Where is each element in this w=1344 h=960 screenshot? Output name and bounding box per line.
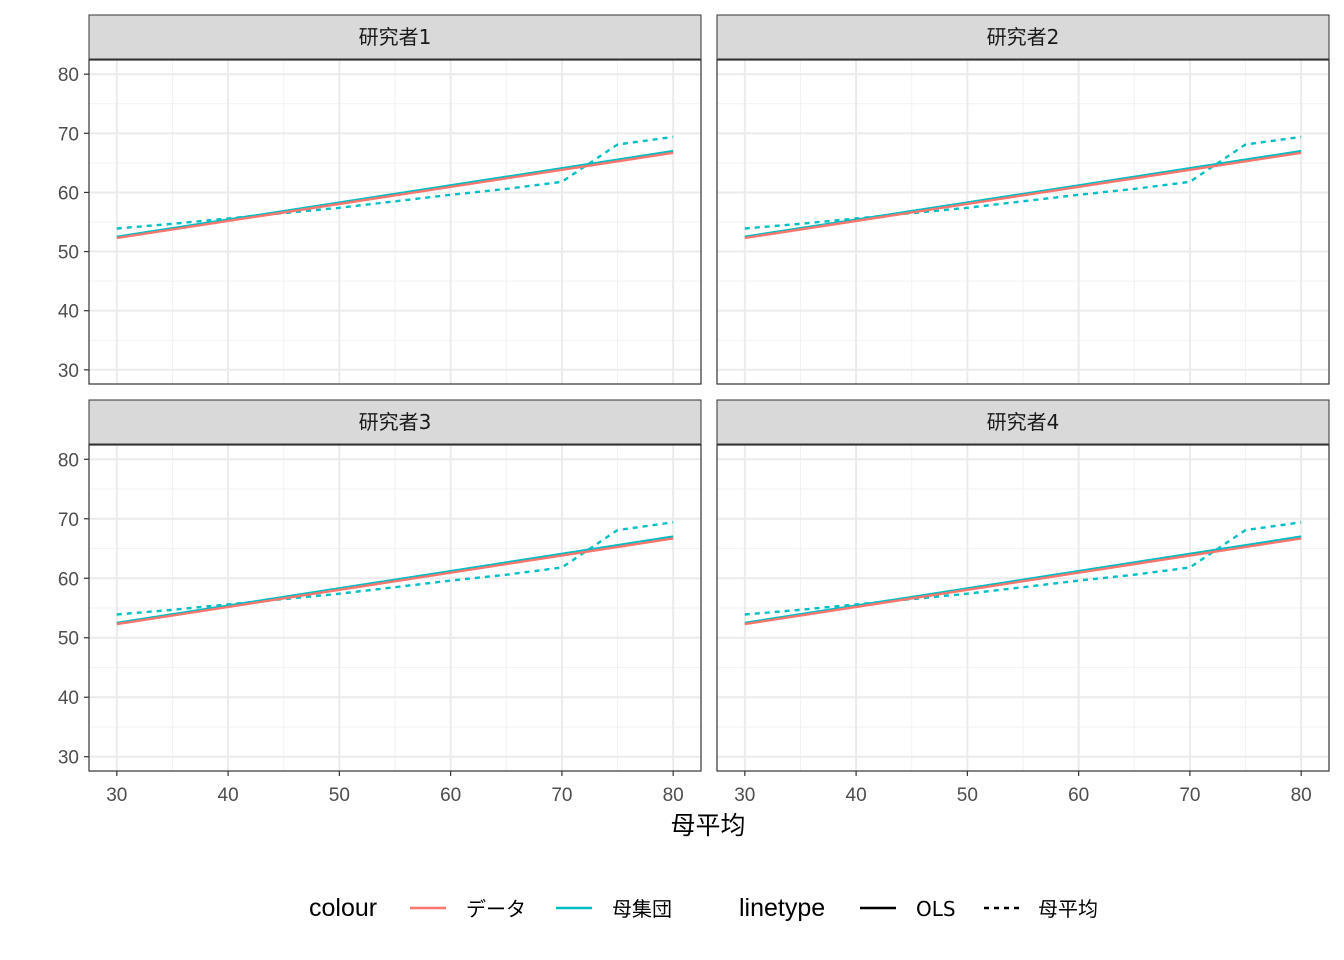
facet-panel: 研究者3 30 40 50 60 70 80 30 40 50 60 70 80 [58,399,702,806]
panel-border [88,444,702,772]
x-tick-label: 50 [329,785,350,806]
series-line [116,535,674,625]
x-tick-label: 70 [1179,785,1200,806]
x-tick-label: 60 [440,785,461,806]
facet-strip-label: 研究者3 [359,410,432,434]
legend-label-colour: 母集団 [612,897,672,921]
y-tick-label: 60 [58,183,79,204]
x-tick-label: 30 [106,785,127,806]
x-tick-label: 80 [1291,785,1312,806]
series-line [116,151,674,240]
legend-label-colour: データ [466,897,526,921]
series-line [116,149,674,238]
facet-strip [716,14,1330,60]
legend-linetype-title: linetype [739,894,825,922]
y-tick-label: 40 [58,688,79,709]
y-tick-label: 30 [58,748,79,769]
panel-border [716,444,1330,772]
x-tick-label: 60 [1068,785,1089,806]
y-tick-label: 60 [58,569,79,590]
facet-panel: 研究者2 [716,14,1330,385]
series-line [744,149,1302,238]
y-tick-label: 70 [58,124,79,145]
y-tick-label: 80 [58,450,79,471]
facet-panels: 研究者1 30 40 50 60 70 80 研究者2 研究者3 30 40 50 60 70 80 30 40… [58,14,1330,806]
legend-label-linetype: 母平均 [1038,897,1098,921]
series-line [116,537,674,626]
facet-panel: 研究者1 30 40 50 60 70 80 [58,14,702,385]
series-line [744,151,1302,240]
y-tick-label: 30 [58,361,79,382]
y-tick-label: 40 [58,302,79,323]
facet-strip-label: 研究者1 [359,25,432,49]
series-line [116,521,674,616]
panel-border [88,59,702,385]
legend-colour-title: colour [309,894,377,922]
facet-strip [716,399,1330,445]
series-line [744,521,1302,616]
legend: colour データ 母集団 linetype OLS 母平均 [309,894,1098,922]
x-tick-label: 40 [218,785,239,806]
y-tick-label: 50 [58,629,79,650]
facet-panel: 研究者4 30 40 50 60 70 80 [716,399,1330,806]
series-line [116,135,674,230]
x-tick-label: 70 [551,785,572,806]
facet-strip [88,14,702,60]
x-axis-title: 母平均 [670,811,745,840]
facet-strip-label: 研究者4 [987,410,1060,434]
panel-border [716,59,1330,385]
y-tick-label: 70 [58,510,79,531]
x-tick-label: 80 [663,785,684,806]
y-tick-label: 80 [58,65,79,86]
y-tick-label: 50 [58,243,79,264]
x-tick-label: 50 [957,785,978,806]
x-tick-label: 40 [846,785,867,806]
series-line [744,135,1302,230]
series-line [744,537,1302,626]
legend-label-linetype: OLS [916,897,956,921]
facet-strip-label: 研究者2 [987,25,1060,49]
x-tick-label: 30 [734,785,755,806]
facet-strip [88,399,702,445]
series-line [744,535,1302,625]
